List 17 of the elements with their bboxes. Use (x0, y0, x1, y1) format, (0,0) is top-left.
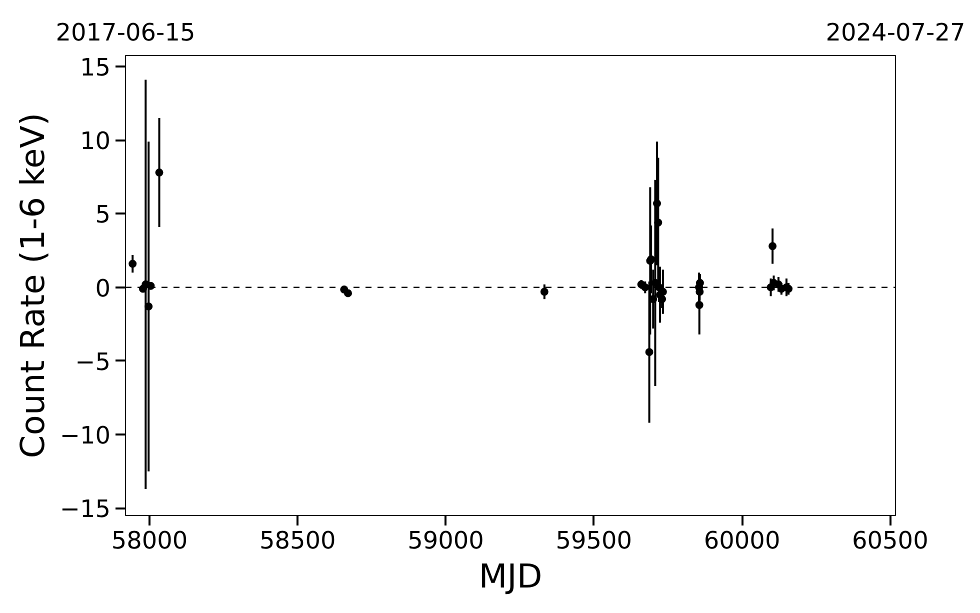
x-axis-title: MJD (478, 556, 542, 596)
y-tick-label: 10 (80, 127, 111, 156)
x-tick-label: 59500 (556, 526, 632, 554)
y-tick-label: 15 (80, 54, 111, 82)
y-tick-label: 0 (95, 274, 111, 302)
x-tick-label: 60000 (704, 526, 780, 554)
x-tick-label: 59000 (408, 526, 484, 554)
y-axis-title: Count Rate (1-6 keV) (12, 112, 52, 458)
x2-tick-label: 2017-06-15 (56, 18, 196, 46)
x-tick-label: 58500 (259, 526, 336, 554)
y-tick-label: −15 (60, 495, 111, 524)
x-tick-label: 58000 (111, 526, 188, 554)
y-tick-label: −5 (75, 348, 111, 376)
y-tick-label: −10 (60, 422, 111, 450)
x2-tick-label: 2024-07-27 (826, 18, 966, 46)
x-tick-label: 60500 (852, 526, 928, 554)
y-tick-label: 5 (95, 200, 111, 229)
